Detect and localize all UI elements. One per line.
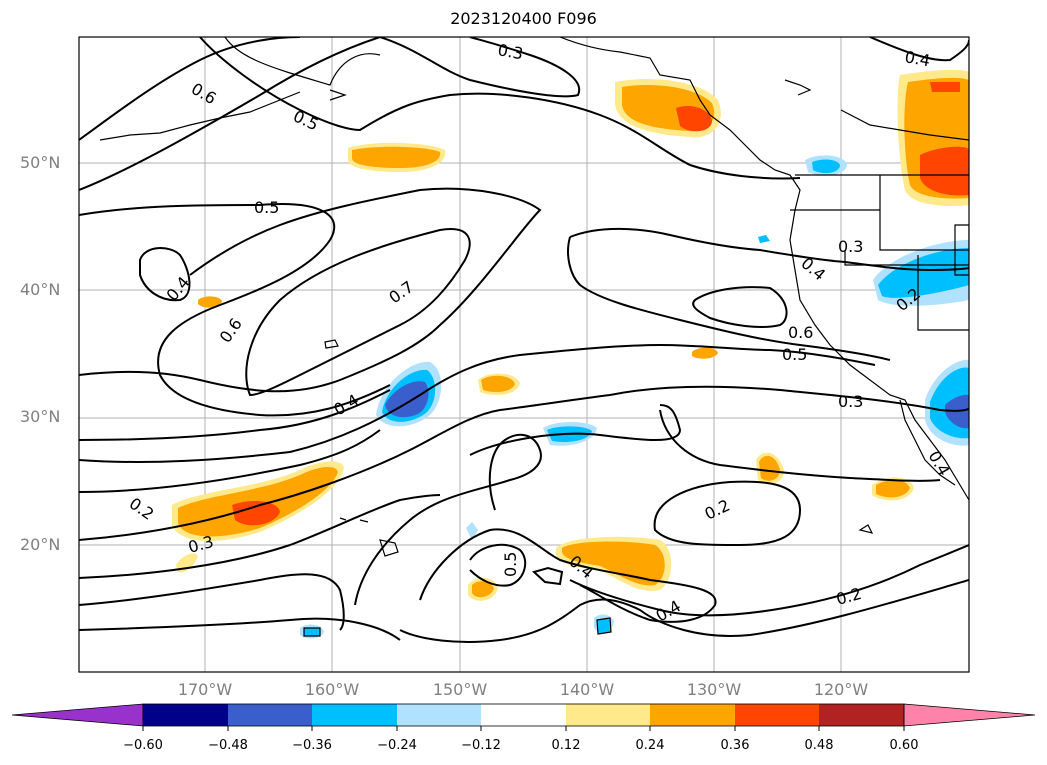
colorbar-extend-low [11, 703, 144, 727]
contour-label: 0.2 [702, 496, 733, 524]
lon-label: 130°W [686, 680, 742, 699]
lat-label: 40°N [20, 280, 61, 299]
contour-label: 0.4 [925, 448, 954, 480]
colorbar-swatch [143, 704, 228, 726]
colorbar-tick-label: −0.24 [377, 738, 417, 753]
colorbar-tick-label: 0.24 [635, 738, 665, 753]
contour-label: 0.6 [788, 323, 813, 342]
map-frame [78, 36, 970, 673]
colorbar-swatch [228, 704, 312, 726]
contour-label: 0.5 [501, 552, 520, 577]
colorbar-swatch [650, 704, 735, 726]
contour-label: 0.5 [254, 198, 279, 217]
contour-label: 0.3 [838, 237, 863, 256]
shaded-anomalies [172, 69, 969, 639]
lon-label: 140°W [559, 680, 615, 699]
contour-label: 0.4 [797, 254, 829, 285]
colorbar-swatch [481, 704, 566, 726]
colorbar-tick-label: 0.60 [889, 738, 919, 753]
map-plot-area: 0.6 0.5 0.3 0.4 0.5 0.7 0.6 0.4 0.4 0.3 … [79, 37, 969, 672]
colorbar-outline [142, 703, 905, 727]
coastlines [99, 37, 969, 637]
colorbar-swatch [397, 704, 481, 726]
colorbar-tick-label: −0.60 [123, 738, 163, 753]
colorbar-swatch [819, 704, 904, 726]
colorbar-tick-label: −0.12 [461, 738, 501, 753]
contour-label: 0.4 [903, 47, 931, 70]
colorbar-tick-label: −0.36 [292, 738, 332, 753]
contour-label: 0.7 [385, 277, 417, 307]
colorbar-swatch [566, 704, 650, 726]
colorbar-swatch [735, 704, 819, 726]
contour-label: 0.2 [834, 584, 864, 609]
contour-label: 0.6 [216, 315, 246, 347]
contour-label: 0.6 [188, 79, 220, 108]
colorbar-extend-high [903, 703, 1036, 727]
contour-label: 0.3 [496, 40, 524, 63]
lat-label: 30°N [20, 407, 61, 426]
colorbar-swatch [312, 704, 397, 726]
map-title: 2023120400 F096 [450, 9, 597, 28]
contour-label: 0.2 [126, 494, 158, 524]
lat-label: 20°N [20, 535, 61, 554]
contour-label: 0.5 [782, 345, 807, 364]
colorbar-tick-label: 0.36 [720, 738, 750, 753]
contour-label: 0.5 [290, 106, 321, 134]
lat-label: 50°N [20, 153, 61, 172]
lon-label: 150°W [432, 680, 488, 699]
contour-label: 0.3 [838, 392, 863, 411]
colorbar [11, 703, 1036, 731]
colorbar-tick-label: 0.12 [551, 738, 581, 753]
lon-label: 160°W [304, 680, 360, 699]
lon-label: 170°W [177, 680, 233, 699]
colorbar-tick-label: 0.48 [804, 738, 834, 753]
lon-label: 120°W [813, 680, 869, 699]
colorbar-tick-label: −0.48 [208, 738, 248, 753]
contour-lines [79, 37, 969, 643]
contour-label-group: 0.6 0.5 0.3 0.4 0.5 0.7 0.6 0.4 0.4 0.3 … [126, 40, 954, 625]
